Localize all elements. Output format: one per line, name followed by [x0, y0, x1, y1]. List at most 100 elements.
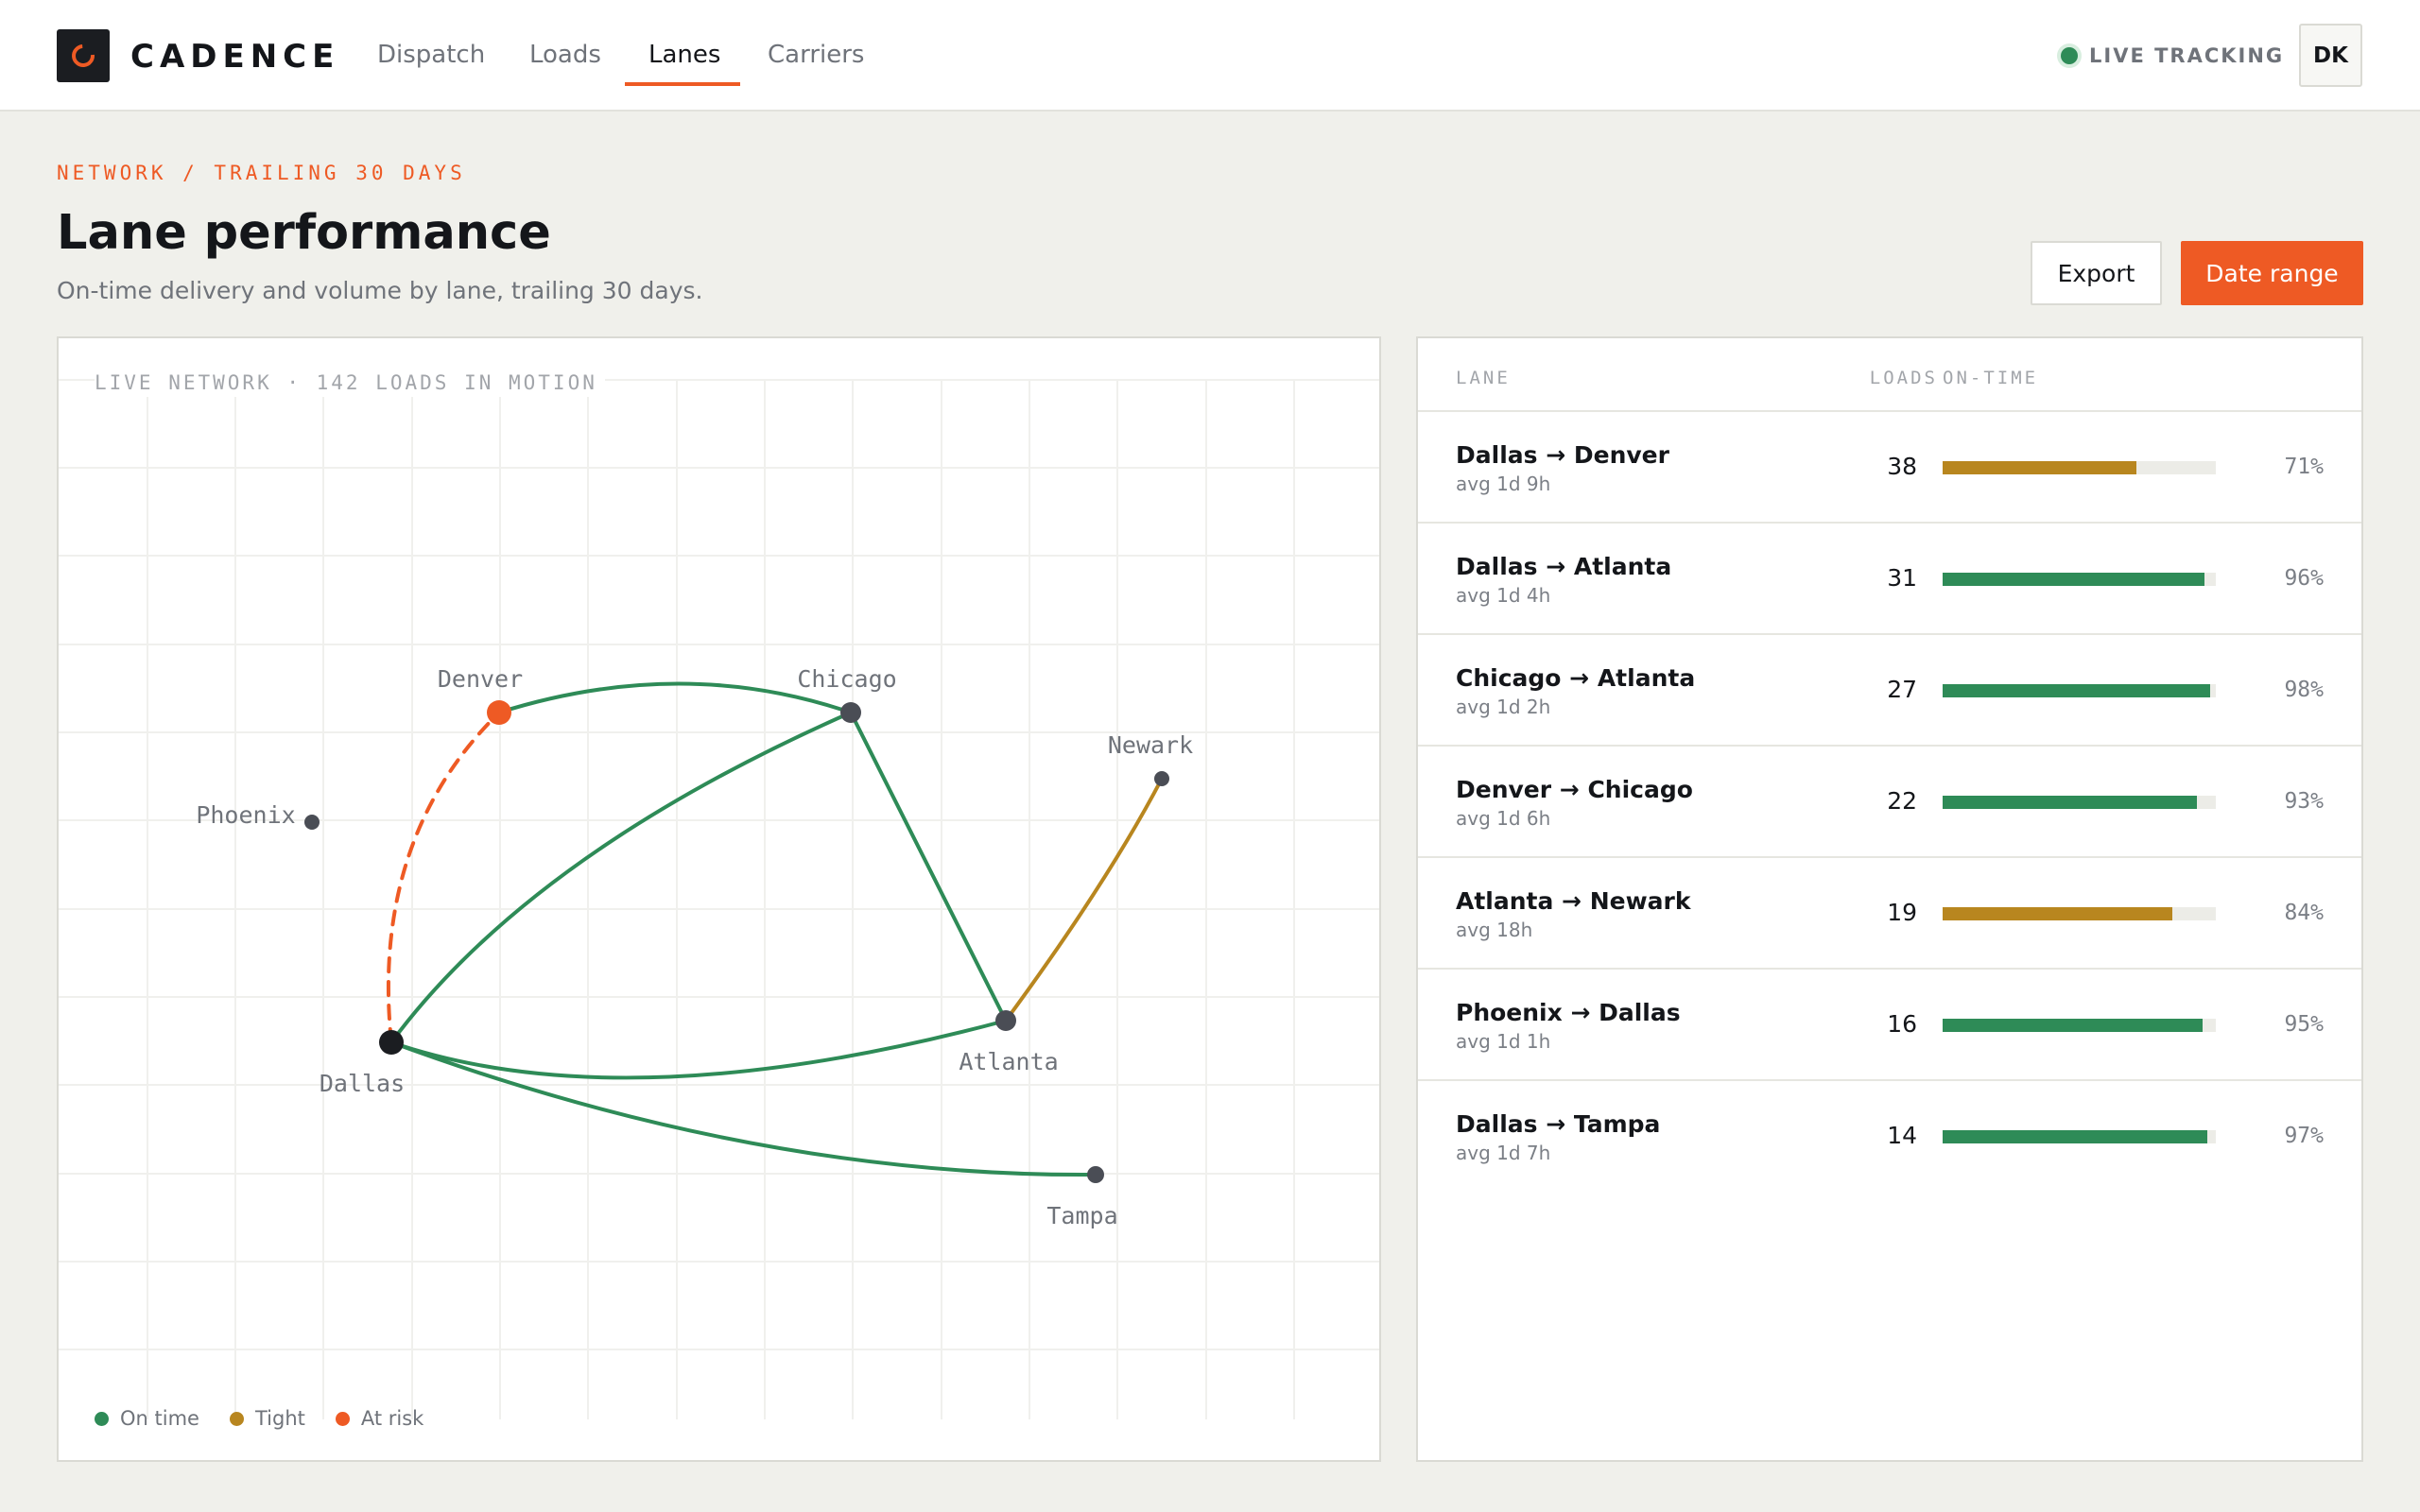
page-subtitle: On-time delivery and volume by lane, tra… [57, 277, 703, 304]
city-label-denver: Denver [438, 665, 523, 693]
route-dallas-tampa[interactable] [389, 1040, 1098, 1177]
column-header-loads[interactable]: LOADS [1869, 368, 1938, 388]
nav-item-lanes[interactable]: Lanes [648, 41, 721, 69]
lane-name: Dallas → Denver [1456, 441, 1669, 469]
lane-average-time: avg 1d 7h [1456, 1142, 1551, 1164]
route-chicago-atlanta[interactable] [849, 711, 1008, 1022]
city-label-atlanta: Atlanta [959, 1048, 1058, 1075]
on-time-bar-fill [1943, 1019, 2203, 1032]
on-time-percent: 95% [2284, 1012, 2324, 1037]
live-tracking-status: LIVE TRACKING [2061, 40, 2284, 72]
on-time-bar [1943, 1130, 2216, 1143]
table-row[interactable]: Chicago → Atlanta avg 1d 2h 27 98% [1418, 635, 2361, 747]
page-title: Lane performance [57, 205, 551, 261]
map-grid [59, 379, 1379, 1419]
lanes-table-panel: LANE LOADS ON-TIME Dallas → Denver avg 1… [1416, 336, 2363, 1462]
cadence-logo-icon[interactable] [57, 29, 110, 82]
map-caption: LIVE NETWORK · 142 LOADS IN MOTION [95, 369, 605, 397]
legend-dot-icon [95, 1411, 109, 1426]
lane-load-count: 27 [1887, 676, 1917, 703]
on-time-bar-fill [1943, 684, 2211, 697]
on-time-bar [1943, 907, 2216, 920]
active-tab-indicator [625, 82, 740, 86]
table-row[interactable]: Denver → Chicago avg 1d 6h 22 93% [1418, 747, 2361, 858]
on-time-percent: 96% [2284, 566, 2324, 591]
table-row[interactable]: Dallas → Atlanta avg 1d 4h 31 96% [1418, 524, 2361, 635]
on-time-percent: 97% [2284, 1124, 2324, 1148]
legend-dot-icon [335, 1411, 350, 1426]
on-time-bar-fill [1943, 461, 2137, 474]
breadcrumb: NETWORK / TRAILING 30 DAYS [57, 162, 466, 184]
on-time-percent: 98% [2284, 678, 2324, 702]
lane-load-count: 22 [1887, 787, 1917, 815]
city-node-atlanta[interactable] [995, 1010, 1016, 1031]
route-atlanta-newark[interactable] [1004, 777, 1164, 1022]
lane-average-time: avg 1d 9h [1456, 472, 1551, 495]
lane-name: Dallas → Tampa [1456, 1110, 1661, 1138]
on-time-bar [1943, 796, 2216, 809]
city-label-dallas: Dallas [320, 1070, 405, 1097]
lane-name: Denver → Chicago [1456, 776, 1693, 803]
legend-label: At risk [360, 1407, 424, 1430]
brand-name[interactable]: CADENCE [130, 38, 340, 76]
route-denver-chicago[interactable] [497, 681, 853, 714]
on-time-bar [1943, 573, 2216, 586]
legend-label: Tight [254, 1407, 305, 1430]
legend-label: On time [120, 1407, 199, 1430]
legend-item-on-time: On time [95, 1404, 199, 1433]
city-node-phoenix[interactable] [304, 815, 320, 830]
route-dallas-chicago[interactable] [389, 711, 853, 1044]
lane-average-time: avg 1d 6h [1456, 807, 1551, 830]
lane-name: Dallas → Atlanta [1456, 553, 1672, 580]
legend-dot-icon [229, 1411, 244, 1426]
lane-average-time: avg 1d 2h [1456, 696, 1551, 718]
on-time-bar-fill [1943, 907, 2172, 920]
live-status-dot-icon [2061, 47, 2078, 64]
city-node-chicago[interactable] [840, 702, 861, 723]
city-node-denver[interactable] [487, 700, 511, 725]
city-node-dallas[interactable] [379, 1030, 404, 1055]
city-label-phoenix: Phoenix [196, 801, 295, 829]
lane-name: Phoenix → Dallas [1456, 999, 1681, 1026]
route-dallas-denver[interactable] [386, 711, 501, 1044]
on-time-bar-fill [1943, 573, 2205, 586]
nav-item-carriers[interactable]: Carriers [768, 41, 865, 69]
city-label-tampa: Tampa [1046, 1202, 1117, 1229]
on-time-bar [1943, 1019, 2216, 1032]
network-map[interactable]: Denver Chicago Newark Phoenix Dallas Atl… [59, 338, 1379, 1460]
lane-average-time: avg 18h [1456, 919, 1533, 941]
column-header-on-time[interactable]: ON-TIME [1943, 368, 2039, 388]
top-navigation-bar: CADENCE Dispatch Loads Lanes Carriers LI… [0, 0, 2420, 112]
route-dallas-atlanta[interactable] [389, 1019, 1008, 1080]
column-header-lane[interactable]: LANE [1456, 368, 1511, 388]
city-node-newark[interactable] [1154, 771, 1169, 786]
lane-name: Atlanta → Newark [1456, 887, 1691, 915]
live-tracking-label: LIVE TRACKING [2089, 44, 2285, 67]
on-time-percent: 84% [2284, 901, 2324, 925]
export-button[interactable]: Export [2031, 241, 2162, 305]
lane-average-time: avg 1d 4h [1456, 584, 1551, 607]
table-row[interactable]: Phoenix → Dallas avg 1d 1h 16 95% [1418, 970, 2361, 1081]
user-avatar[interactable]: DK [2299, 24, 2362, 87]
legend-item-at-risk: At risk [335, 1404, 424, 1433]
city-node-tampa[interactable] [1087, 1166, 1104, 1183]
nav-item-dispatch[interactable]: Dispatch [377, 41, 486, 69]
table-row[interactable]: Dallas → Denver avg 1d 9h 38 71% [1418, 412, 2361, 524]
date-range-button[interactable]: Date range [2181, 241, 2363, 305]
lane-load-count: 31 [1887, 564, 1917, 592]
network-map-panel: Denver Chicago Newark Phoenix Dallas Atl… [57, 336, 1381, 1462]
city-label-chicago: Chicago [797, 665, 896, 693]
lane-average-time: avg 1d 1h [1456, 1030, 1551, 1053]
lane-load-count: 16 [1887, 1010, 1917, 1038]
table-row[interactable]: Dallas → Tampa avg 1d 7h 14 97% [1418, 1081, 2361, 1193]
on-time-percent: 93% [2284, 789, 2324, 814]
nav-item-loads[interactable]: Loads [529, 41, 601, 69]
lane-load-count: 14 [1887, 1122, 1917, 1149]
header-divider [1418, 410, 2361, 412]
on-time-bar-fill [1943, 796, 2197, 809]
on-time-percent: 71% [2284, 455, 2324, 479]
on-time-bar [1943, 461, 2216, 474]
lane-load-count: 19 [1887, 899, 1917, 926]
on-time-bar [1943, 684, 2216, 697]
table-row[interactable]: Atlanta → Newark avg 18h 19 84% [1418, 858, 2361, 970]
